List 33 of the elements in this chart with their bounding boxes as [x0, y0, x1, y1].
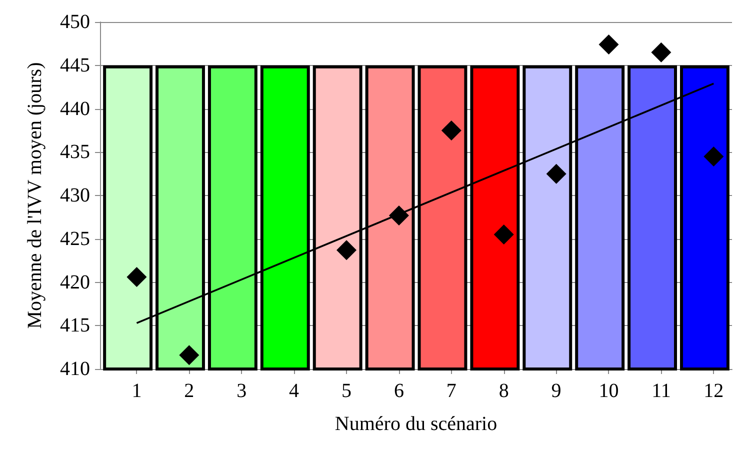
point: [126, 267, 147, 288]
point: [494, 224, 514, 245]
x-axis-title: Numéro du scénario: [334, 413, 498, 435]
x-tick-label: 2: [184, 380, 194, 402]
x-tick-label: 5: [342, 380, 352, 402]
x-tick-label: 4: [289, 380, 300, 402]
y-axis-title: Moyenne de l'IVV moyen (jours): [24, 62, 46, 329]
y-tick-label: 410: [60, 358, 90, 380]
x-tick-label: 3: [236, 380, 247, 402]
y-tick-label: 435: [60, 141, 90, 164]
point: [179, 345, 200, 366]
x-tick-label: 8: [498, 380, 509, 402]
y-tick-label: 430: [60, 184, 90, 206]
x-tick-label: 12: [704, 380, 724, 402]
point: [651, 42, 672, 62]
point: [546, 164, 566, 184]
x-tick-label: 11: [652, 380, 671, 402]
point: [704, 146, 724, 166]
y-tick-label: 420: [60, 271, 90, 294]
point: [598, 34, 619, 55]
y-tick-label: 440: [60, 98, 90, 120]
y-tick-label: 445: [60, 54, 90, 76]
x-tick-label: 9: [551, 380, 562, 402]
point: [336, 240, 357, 260]
x-tick-label: 10: [598, 380, 619, 402]
x-tick-label: 7: [446, 380, 456, 402]
point: [388, 205, 409, 226]
x-tick-label: 6: [394, 380, 404, 402]
point: [441, 120, 462, 140]
x-tick-label: 1: [132, 380, 142, 402]
y-tick-label: 425: [60, 228, 90, 250]
y-tick-label: 450: [60, 11, 90, 33]
y-tick-label: 415: [60, 314, 90, 337]
